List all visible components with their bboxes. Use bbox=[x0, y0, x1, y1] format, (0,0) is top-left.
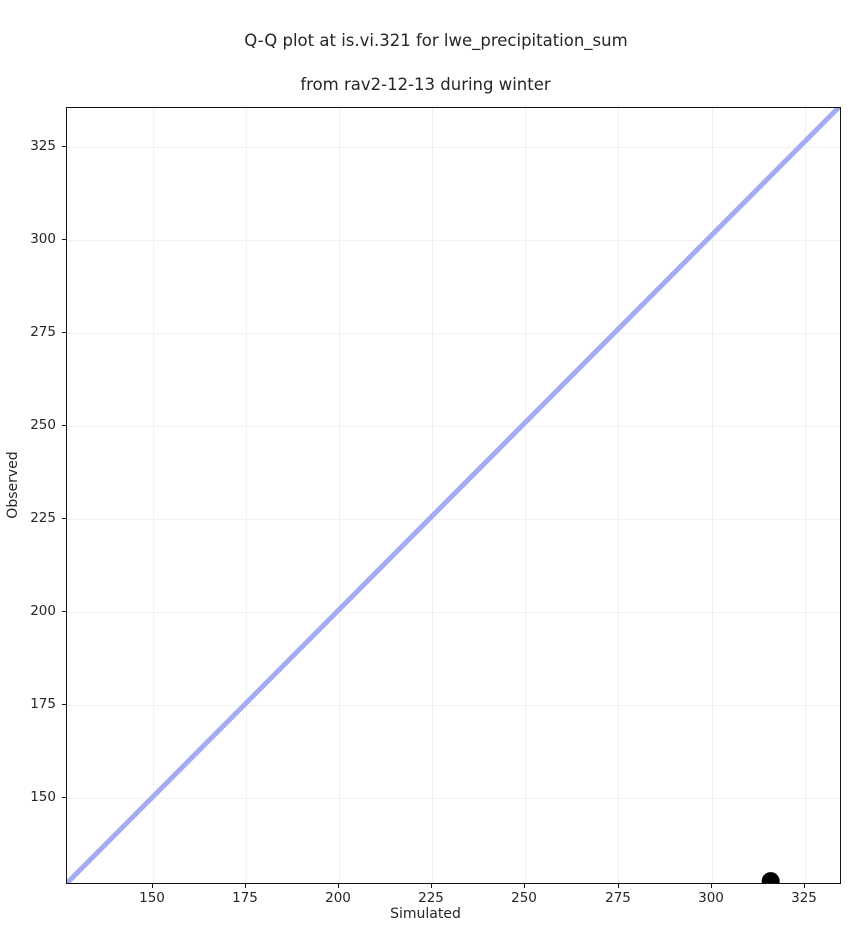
tick-label-x-4: 250 bbox=[511, 890, 537, 906]
gridline-x-200 bbox=[339, 108, 341, 883]
plot-area bbox=[66, 107, 841, 884]
tick-mark-y-150 bbox=[62, 797, 66, 799]
gridline-x-250 bbox=[525, 108, 527, 883]
tick-mark-y-175 bbox=[62, 704, 66, 706]
gridline-x-325 bbox=[805, 108, 807, 883]
tick-label-x-1: 175 bbox=[232, 890, 258, 906]
tick-label-y-7: 325 bbox=[30, 138, 56, 154]
tick-mark-y-250 bbox=[62, 425, 66, 427]
data-point bbox=[761, 872, 780, 883]
gridline-y-250 bbox=[67, 426, 840, 428]
tick-mark-x-275 bbox=[618, 884, 620, 888]
tick-mark-x-300 bbox=[711, 884, 713, 888]
tick-mark-y-275 bbox=[62, 332, 66, 334]
tick-mark-y-325 bbox=[62, 146, 66, 148]
gridline-y-200 bbox=[67, 612, 840, 614]
tick-mark-y-225 bbox=[62, 518, 66, 520]
tick-mark-x-325 bbox=[804, 884, 806, 888]
chart-title-line-2: from rav2-12-13 during winter bbox=[300, 75, 551, 94]
chart-title: Q-Q plot at is.vi.321 for lwe_precipitat… bbox=[0, 8, 851, 140]
tick-label-x-7: 325 bbox=[791, 890, 817, 906]
gridline-y-275 bbox=[67, 333, 840, 335]
tick-mark-x-175 bbox=[245, 884, 247, 888]
tick-label-y-4: 250 bbox=[30, 417, 56, 433]
gridline-y-325 bbox=[67, 147, 840, 149]
tick-label-x-5: 275 bbox=[605, 890, 631, 906]
tick-label-y-3: 225 bbox=[30, 510, 56, 526]
tick-mark-x-225 bbox=[431, 884, 433, 888]
tick-label-y-6: 300 bbox=[30, 231, 56, 247]
tick-mark-y-300 bbox=[62, 239, 66, 241]
plot-canvas bbox=[67, 108, 840, 883]
tick-label-y-2: 200 bbox=[30, 603, 56, 619]
gridline-y-300 bbox=[67, 240, 840, 242]
gridline-x-225 bbox=[432, 108, 434, 883]
tick-mark-x-200 bbox=[338, 884, 340, 888]
x-axis-label: Simulated bbox=[390, 906, 461, 922]
gridline-x-175 bbox=[246, 108, 248, 883]
gridline-y-150 bbox=[67, 798, 840, 800]
tick-label-y-5: 275 bbox=[30, 324, 56, 340]
tick-label-y-1: 175 bbox=[30, 696, 56, 712]
gridline-x-300 bbox=[712, 108, 714, 883]
chart-title-line-1: Q-Q plot at is.vi.321 for lwe_precipitat… bbox=[244, 31, 628, 50]
tick-label-y-0: 150 bbox=[30, 789, 56, 805]
gridline-x-275 bbox=[618, 108, 620, 883]
tick-label-x-3: 225 bbox=[418, 890, 444, 906]
tick-mark-x-250 bbox=[524, 884, 526, 888]
tick-label-x-6: 300 bbox=[698, 890, 724, 906]
tick-label-x-2: 200 bbox=[325, 890, 351, 906]
tick-label-x-0: 150 bbox=[139, 890, 165, 906]
identity-line bbox=[67, 108, 840, 883]
gridline-x-150 bbox=[153, 108, 155, 883]
gridline-y-225 bbox=[67, 519, 840, 521]
tick-mark-x-150 bbox=[152, 884, 154, 888]
gridline-y-175 bbox=[67, 705, 840, 707]
y-axis-label: Observed bbox=[5, 451, 21, 519]
tick-mark-y-200 bbox=[62, 611, 66, 613]
